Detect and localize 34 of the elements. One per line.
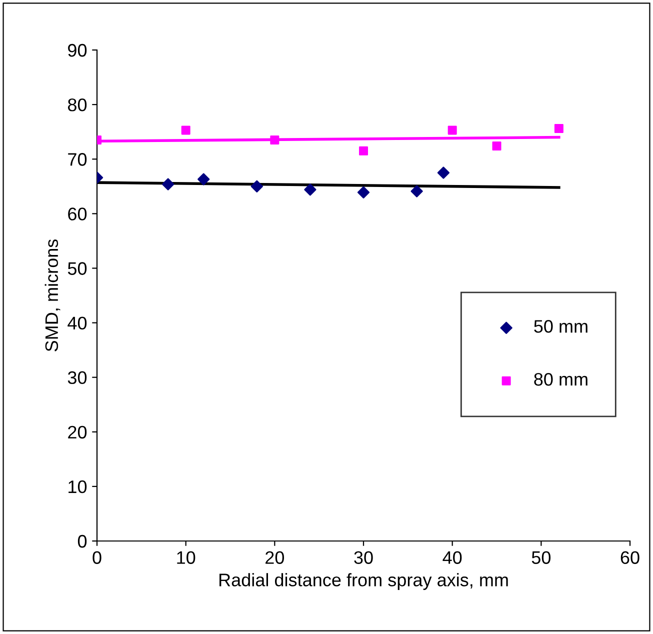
- x-tick-label: 30: [354, 551, 373, 564]
- x-tick-label: 40: [442, 551, 462, 564]
- point: [198, 173, 210, 186]
- y-tick-label: 40: [68, 316, 87, 330]
- point: [448, 126, 457, 135]
- point: [437, 166, 450, 179]
- x-axis-title: Radial distance from spray axis, mm: [219, 573, 508, 590]
- point: [410, 185, 423, 198]
- legend-label: 80 mm: [534, 372, 588, 386]
- y-tick-label: 0: [78, 534, 87, 548]
- y-tick-label: 50: [68, 262, 87, 275]
- y-tick-label: 10: [68, 480, 87, 494]
- y-axis-title: SMD, microns: [44, 239, 60, 352]
- x-tick-label: 0: [92, 551, 102, 564]
- point: [554, 124, 564, 134]
- y-tick-label: 90: [68, 44, 87, 57]
- y-tick-label: 60: [68, 208, 87, 220]
- point: [304, 184, 316, 196]
- x-tick-label: 20: [266, 551, 284, 564]
- point: [250, 180, 263, 192]
- y-tick-label: 30: [68, 371, 87, 384]
- legend-label: 50 mm: [534, 320, 588, 333]
- y-tick-label: 20: [68, 426, 87, 439]
- y-tick-label: 70: [68, 153, 87, 166]
- point: [181, 126, 190, 135]
- point: [162, 178, 174, 190]
- point: [359, 146, 368, 156]
- x-tick-label: 60: [620, 551, 640, 564]
- x-tick-label: 10: [177, 551, 196, 564]
- point: [270, 136, 280, 145]
- x-tick-label: 50: [532, 551, 551, 564]
- point: [492, 142, 502, 151]
- point: [357, 186, 370, 198]
- y-tick-label: 80: [68, 98, 87, 112]
